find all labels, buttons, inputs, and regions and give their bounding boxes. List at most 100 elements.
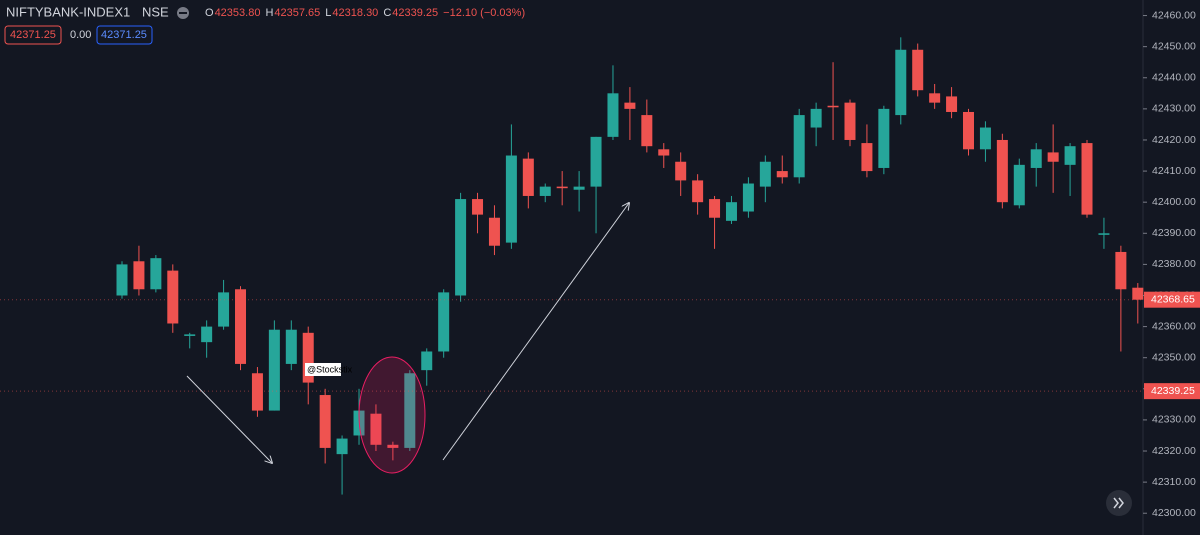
watermark-box bbox=[305, 363, 341, 376]
exchange: NSE bbox=[142, 4, 169, 19]
legend-value: 42339.25 bbox=[392, 7, 438, 19]
candle-body bbox=[1030, 149, 1042, 168]
candle-body bbox=[658, 149, 670, 156]
legend-change: −12.10 (−0.03%) bbox=[443, 7, 525, 19]
y-tick-label: 42310.00 bbox=[1152, 476, 1196, 488]
candle-body bbox=[319, 395, 331, 448]
candle-body bbox=[302, 332, 314, 383]
candle-body bbox=[573, 186, 585, 190]
symbol: NIFTYBANK-INDEX bbox=[6, 4, 123, 19]
y-tick-label: 42320.00 bbox=[1152, 445, 1196, 457]
candle-body bbox=[285, 329, 297, 364]
candle-body bbox=[912, 49, 924, 91]
candle-body bbox=[488, 217, 500, 246]
candle-body bbox=[167, 270, 179, 324]
arrow bbox=[186, 375, 272, 463]
ask-price: 42371.25 bbox=[101, 29, 147, 41]
candle-body bbox=[641, 115, 653, 147]
scroll-icon bbox=[1113, 497, 1124, 509]
candle-body bbox=[150, 258, 162, 290]
bid-price: 42371.25 bbox=[10, 29, 56, 41]
candle-body bbox=[472, 199, 484, 215]
candle-body bbox=[946, 96, 958, 112]
candle-body bbox=[725, 202, 737, 221]
header: NIFTYBANK-INDEX 1 NSE 42371.25 0.00 4237… bbox=[4, 4, 525, 45]
y-tick-label: 42410.00 bbox=[1152, 165, 1196, 177]
legend-label: L bbox=[325, 7, 331, 19]
legend-label: C bbox=[383, 7, 391, 19]
y-tick-label: 42440.00 bbox=[1152, 72, 1196, 84]
candle-body bbox=[929, 93, 941, 103]
highlight-ellipse bbox=[358, 356, 426, 474]
candle-body bbox=[793, 115, 805, 178]
candle-body bbox=[438, 292, 450, 352]
candle-body bbox=[421, 351, 433, 371]
legend-label: H bbox=[265, 7, 273, 19]
legend-value: 42357.65 bbox=[274, 7, 320, 19]
candle-body bbox=[539, 186, 551, 196]
candle-body bbox=[251, 373, 263, 411]
candle-body bbox=[268, 329, 280, 411]
y-tick-label: 42460.00 bbox=[1152, 9, 1196, 21]
candle-body bbox=[235, 289, 247, 364]
candle-body bbox=[522, 158, 534, 196]
candle-body bbox=[1115, 251, 1127, 290]
candle-body bbox=[742, 183, 754, 212]
scroll-button[interactable] bbox=[1106, 490, 1132, 516]
candle-body bbox=[692, 180, 704, 203]
candle-body bbox=[607, 93, 619, 137]
candle-body bbox=[759, 161, 771, 187]
y-tick-label: 42390.00 bbox=[1152, 227, 1196, 239]
candle-body bbox=[709, 199, 721, 218]
candle-body bbox=[1064, 146, 1076, 165]
candle-body bbox=[201, 326, 213, 343]
y-tick-label: 42400.00 bbox=[1152, 196, 1196, 208]
candle-body bbox=[336, 438, 348, 455]
candle-body bbox=[675, 161, 687, 181]
y-tick-label: 42450.00 bbox=[1152, 40, 1196, 52]
candle-body bbox=[1047, 152, 1059, 162]
bid-tag bbox=[4, 25, 62, 45]
price-axis: 42300.0042310.0042320.0042330.0042340.00… bbox=[0, 9, 1200, 519]
candle-body bbox=[1098, 233, 1110, 235]
price-tag-label: 42368.65 bbox=[1151, 293, 1195, 305]
legend-label: O bbox=[205, 7, 214, 19]
candle-body bbox=[218, 292, 230, 327]
y-tick-label: 42430.00 bbox=[1152, 103, 1196, 115]
candle-body bbox=[455, 199, 467, 296]
price-tag-label: 42339.25 bbox=[1151, 385, 1195, 397]
candle-body bbox=[624, 102, 636, 109]
y-tick-label: 42380.00 bbox=[1152, 258, 1196, 270]
spread: 0.00 bbox=[70, 29, 91, 41]
candle-body bbox=[996, 139, 1008, 203]
y-tick-label: 42420.00 bbox=[1152, 134, 1196, 146]
candle-body bbox=[979, 127, 991, 150]
candle-body bbox=[895, 49, 907, 116]
candle-body bbox=[827, 105, 839, 108]
legend-value: 42353.80 bbox=[215, 7, 261, 19]
candle-body bbox=[370, 413, 382, 445]
collapse-icon bbox=[179, 12, 187, 14]
candle-body bbox=[505, 155, 517, 243]
candle-body bbox=[556, 186, 568, 189]
candle-body bbox=[116, 264, 128, 296]
candle-body bbox=[590, 136, 602, 187]
candle-body bbox=[1132, 287, 1144, 300]
y-tick-label: 42330.00 bbox=[1152, 414, 1196, 426]
candle-body bbox=[963, 111, 974, 150]
arrow bbox=[442, 203, 629, 461]
candle-body bbox=[861, 143, 873, 172]
candle-body bbox=[184, 334, 196, 336]
candle-body bbox=[1013, 164, 1025, 206]
price-tag bbox=[1144, 383, 1200, 400]
y-tick-label: 42360.00 bbox=[1152, 320, 1196, 332]
candle-body bbox=[844, 102, 856, 140]
watermark: @Stockstix bbox=[307, 364, 353, 374]
candles bbox=[116, 37, 1144, 495]
y-tick-label: 42300.00 bbox=[1152, 507, 1196, 519]
candle-body bbox=[404, 373, 416, 448]
price-tag bbox=[1144, 291, 1200, 308]
candle-body bbox=[810, 108, 822, 128]
legend-value: 42318.30 bbox=[332, 7, 378, 19]
